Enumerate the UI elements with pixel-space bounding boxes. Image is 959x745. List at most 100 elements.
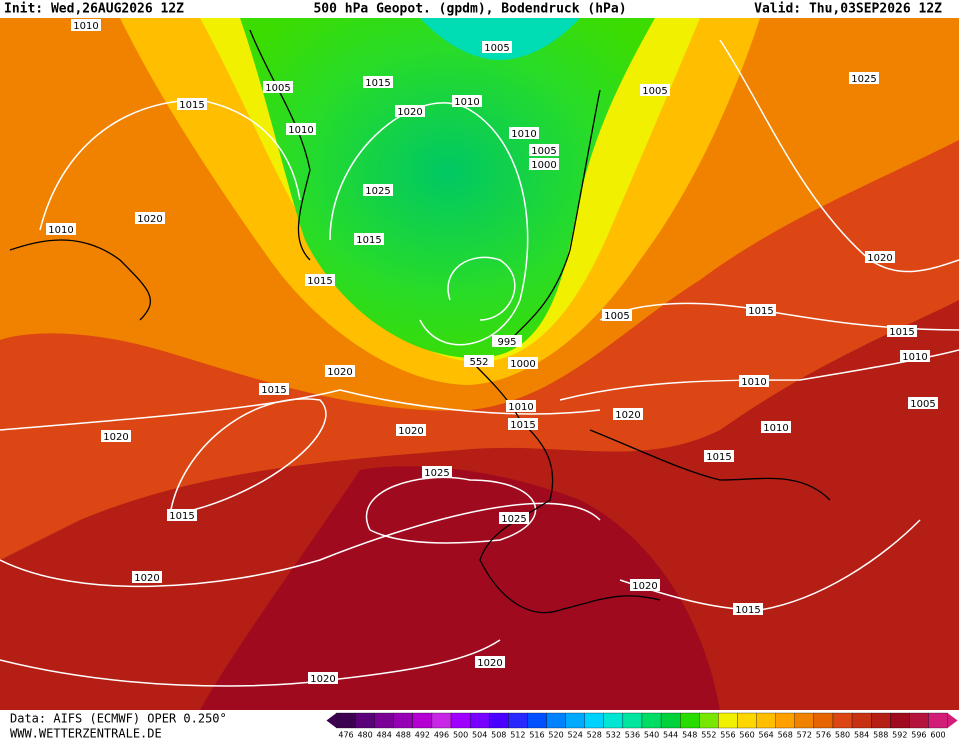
isobar-label: 1015 xyxy=(733,603,763,616)
isobar-label: 995 xyxy=(492,335,522,348)
label-box xyxy=(602,309,632,321)
isobar-label: 1020 xyxy=(865,251,895,264)
colorbar-swatch xyxy=(851,712,872,729)
label-box xyxy=(900,350,930,362)
colorbar-swatch xyxy=(909,712,929,729)
label-box xyxy=(704,450,734,462)
isobar-label: 1015 xyxy=(305,274,335,287)
label-box xyxy=(354,233,384,245)
colorbar-label: 504 xyxy=(472,731,487,740)
label-text: 1015 xyxy=(169,511,194,522)
label-box xyxy=(46,223,76,235)
isobar-label: 1005 xyxy=(908,397,938,410)
site-name: WWW.WETTERZENTRALE.DE xyxy=(10,727,162,741)
label-box xyxy=(482,41,512,53)
isobar-label: 1020 xyxy=(325,365,355,378)
colorbar-swatch xyxy=(393,712,413,729)
isobar-label: 1005 xyxy=(529,144,559,157)
isobar-label: 1005 xyxy=(602,309,632,322)
colorbar-swatch xyxy=(737,712,757,729)
isobar-label: 1020 xyxy=(135,212,165,225)
isobar-label: 1005 xyxy=(640,84,670,97)
isobar-label: 1025 xyxy=(363,184,393,197)
label-box xyxy=(746,304,776,316)
colorbar-swatch xyxy=(489,712,509,729)
label-box xyxy=(499,512,529,524)
isobar-label: 1015 xyxy=(177,98,207,111)
colorbar-swatch xyxy=(756,712,776,729)
label-text: 1015 xyxy=(706,452,731,463)
colorbar-label: 552 xyxy=(701,731,716,740)
label-text: 1020 xyxy=(310,674,335,685)
label-box xyxy=(630,579,660,591)
label-box xyxy=(475,656,505,668)
colorbar-arrow-left xyxy=(326,713,337,728)
isobar-label: 1020 xyxy=(396,424,426,437)
label-box xyxy=(640,84,670,96)
label-box xyxy=(305,274,335,286)
label-text: 1005 xyxy=(484,43,509,54)
colorbar-swatch xyxy=(565,712,585,729)
isobar-label: 1015 xyxy=(354,233,384,246)
coast xyxy=(589,429,831,501)
label-text: 1010 xyxy=(454,97,479,108)
label-box xyxy=(761,421,791,433)
colorbar-label: 492 xyxy=(415,731,430,740)
isobar-label: 1020 xyxy=(395,105,425,118)
label-box xyxy=(733,603,763,615)
label-text: 1010 xyxy=(288,125,313,136)
label-box xyxy=(259,383,289,395)
isobar-label: 1015 xyxy=(167,509,197,522)
init-time: Init: Wed,26AUG2026 12Z xyxy=(4,2,184,17)
colorbar-swatch xyxy=(469,712,490,729)
label-box xyxy=(422,466,452,478)
label-text: 552 xyxy=(469,357,488,368)
isobar-label: 552 xyxy=(464,355,494,368)
isobar-label: 1020 xyxy=(613,408,643,421)
label-box xyxy=(325,365,355,377)
low-area xyxy=(240,18,655,359)
colorbar-label: 596 xyxy=(911,731,926,740)
label-text: 1000 xyxy=(531,160,556,171)
label-box xyxy=(506,400,536,412)
label-text: 1020 xyxy=(397,107,422,118)
colorbar-swatch xyxy=(813,712,834,729)
isobar xyxy=(719,39,959,273)
colorbar-swatch xyxy=(336,712,356,729)
label-text: 1020 xyxy=(327,367,352,378)
label-text: 1025 xyxy=(851,74,876,85)
colorbar-swatch xyxy=(641,712,662,729)
colorbar-label: 568 xyxy=(778,731,793,740)
coast xyxy=(9,239,151,321)
colorbar-label: 524 xyxy=(568,731,583,740)
label-box xyxy=(508,357,538,369)
colorbar-swatch xyxy=(412,712,433,729)
isobar-label: 1015 xyxy=(508,418,538,431)
label-box xyxy=(529,158,559,170)
colorbar-label: 560 xyxy=(739,731,754,740)
colorbar-label: 572 xyxy=(797,731,812,740)
isobar xyxy=(366,476,537,544)
label-text: 1005 xyxy=(910,399,935,410)
colorbar-swatch xyxy=(775,712,795,729)
header-bar xyxy=(0,0,959,18)
colorbar-label: 516 xyxy=(529,731,544,740)
label-box xyxy=(395,105,425,117)
label-text: 1020 xyxy=(398,426,423,437)
colorbar-label: 520 xyxy=(548,731,563,740)
colorbar-swatch xyxy=(527,712,547,729)
colorbar-swatch xyxy=(660,712,681,729)
isobar-label: 1025 xyxy=(422,466,452,479)
label-box xyxy=(509,127,539,139)
label-text: 1015 xyxy=(748,306,773,317)
colorbar-label: 544 xyxy=(663,731,678,740)
label-box xyxy=(529,144,559,156)
colorbar-swatch xyxy=(871,712,891,729)
label-text: 1015 xyxy=(179,100,204,111)
label-box xyxy=(308,672,338,684)
label-text: 1015 xyxy=(356,235,381,246)
label-text: 1010 xyxy=(741,377,766,388)
colorbar-label: 556 xyxy=(720,731,735,740)
label-box xyxy=(286,123,316,135)
isobar-label: 1010 xyxy=(739,375,769,388)
